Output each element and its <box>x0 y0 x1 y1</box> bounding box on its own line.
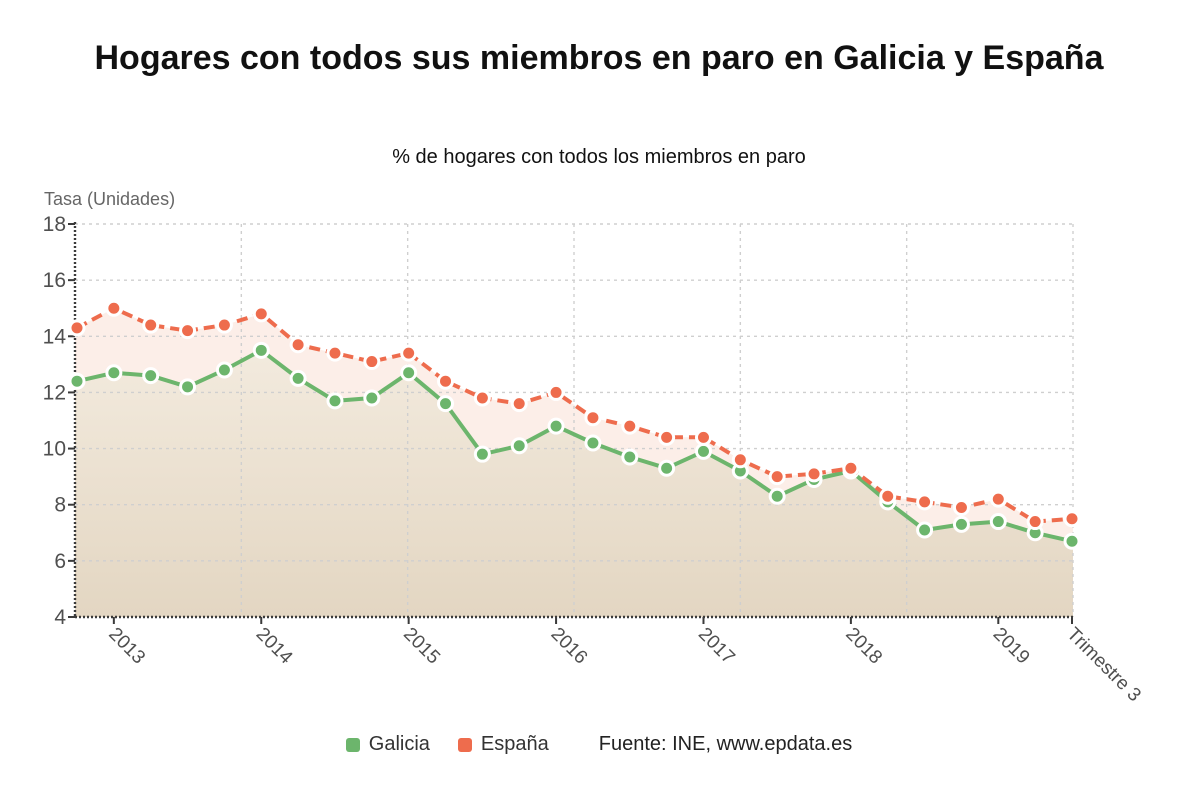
x-axis-tick-label: 2013 <box>104 624 149 669</box>
axis-ticks <box>68 223 1073 624</box>
y-axis-tick-label: 14 <box>43 325 67 348</box>
data-point-galicia[interactable] <box>68 372 86 390</box>
y-axis-tick-label: 12 <box>43 381 66 404</box>
data-point-espana[interactable] <box>1063 510 1081 528</box>
y-axis-tick-label: 8 <box>54 494 66 517</box>
galicia-line <box>75 348 1074 544</box>
data-point-espana[interactable] <box>805 465 823 483</box>
data-point-espana[interactable] <box>879 487 897 505</box>
legend: Galicia España Fuente: INE, www.epdata.e… <box>0 733 1198 756</box>
data-point-espana[interactable] <box>731 451 749 469</box>
x-axis-tick-label: 2018 <box>841 624 886 669</box>
data-point-espana[interactable] <box>510 395 528 413</box>
data-point-galicia[interactable] <box>142 367 160 385</box>
x-axis-tick-label: 2014 <box>252 624 297 669</box>
data-point-espana[interactable] <box>105 299 123 317</box>
data-point-espana[interactable] <box>215 316 233 334</box>
data-point-espana[interactable] <box>473 389 491 407</box>
y-axis-unit-label: Tasa (Unidades) <box>44 189 176 209</box>
data-point-espana[interactable] <box>179 322 197 340</box>
data-point-espana[interactable] <box>658 428 676 446</box>
data-point-galicia[interactable] <box>694 442 712 460</box>
data-point-espana[interactable] <box>989 490 1007 508</box>
data-point-galicia[interactable] <box>363 389 381 407</box>
data-point-espana[interactable] <box>547 383 565 401</box>
data-point-galicia[interactable] <box>400 364 418 382</box>
data-point-galicia[interactable] <box>326 392 344 410</box>
espana-markers <box>68 299 1081 531</box>
x-axis-tick-label: 2019 <box>989 624 1034 669</box>
data-point-galicia[interactable] <box>989 513 1007 531</box>
legend-item-espana[interactable]: España <box>457 733 549 756</box>
legend-item-galicia[interactable]: Galicia <box>345 733 430 756</box>
data-point-espana[interactable] <box>916 493 934 511</box>
legend-label-galicia: Galicia <box>368 733 430 755</box>
source-text: Fuente: INE, www.epdata.es <box>598 733 853 755</box>
data-point-espana[interactable] <box>142 316 160 334</box>
data-point-galicia[interactable] <box>621 448 639 466</box>
y-axis-labels: 18 16 14 12 10 8 6 4 <box>43 213 67 629</box>
y-axis-tick-label: 16 <box>43 269 66 292</box>
y-axis-tick-label: 18 <box>43 213 66 236</box>
data-point-espana[interactable] <box>363 353 381 371</box>
data-point-galicia[interactable] <box>584 434 602 452</box>
data-point-espana[interactable] <box>68 319 86 337</box>
x-axis-tick-label: 2015 <box>399 624 444 669</box>
data-point-espana[interactable] <box>252 305 270 323</box>
data-point-galicia[interactable] <box>473 445 491 463</box>
data-point-galicia[interactable] <box>252 341 270 359</box>
data-point-galicia[interactable] <box>952 515 970 533</box>
y-axis-tick-label: 10 <box>43 438 66 461</box>
data-point-espana[interactable] <box>1026 513 1044 531</box>
axis-lines <box>73 222 1073 619</box>
data-point-espana[interactable] <box>842 459 860 477</box>
data-point-galicia[interactable] <box>768 487 786 505</box>
chart-title: Hogares con todos sus miembros en paro e… <box>94 39 1104 77</box>
chart-subtitle: % de hogares con todos los miembros en p… <box>392 146 806 168</box>
data-point-galicia[interactable] <box>289 369 307 387</box>
data-point-espana[interactable] <box>768 468 786 486</box>
data-point-espana[interactable] <box>400 344 418 362</box>
data-point-galicia[interactable] <box>510 437 528 455</box>
data-point-espana[interactable] <box>952 499 970 517</box>
data-point-galicia[interactable] <box>215 361 233 379</box>
data-point-galicia[interactable] <box>1063 532 1081 550</box>
data-point-espana[interactable] <box>437 372 455 390</box>
espana-legend-swatch-icon <box>457 737 472 752</box>
x-axis-labels: 2013 2014 2015 2016 2017 2018 2019 Trimestre 3 <box>104 624 1144 706</box>
data-point-espana[interactable] <box>694 428 712 446</box>
galicia-legend-swatch-icon <box>345 737 360 752</box>
y-axis-tick-label: 6 <box>54 550 66 573</box>
x-axis-tick-label: Trimestre 3 <box>1062 624 1144 706</box>
data-point-espana[interactable] <box>326 344 344 362</box>
data-point-galicia[interactable] <box>547 417 565 435</box>
x-axis-tick-label: 2016 <box>547 624 592 669</box>
data-point-galicia[interactable] <box>179 378 197 396</box>
data-point-espana[interactable] <box>621 417 639 435</box>
data-point-galicia[interactable] <box>105 364 123 382</box>
data-point-galicia[interactable] <box>916 521 934 539</box>
y-axis-tick-label: 4 <box>54 606 66 629</box>
data-point-espana[interactable] <box>289 336 307 354</box>
grid-lines <box>75 223 1074 617</box>
data-point-galicia[interactable] <box>658 459 676 477</box>
galicia-markers <box>68 341 1081 550</box>
x-axis-tick-label: 2017 <box>694 624 739 669</box>
espana-line <box>76 306 1073 524</box>
legend-label-espana: España <box>480 733 549 755</box>
data-point-espana[interactable] <box>584 409 602 427</box>
data-point-galicia[interactable] <box>437 395 455 413</box>
